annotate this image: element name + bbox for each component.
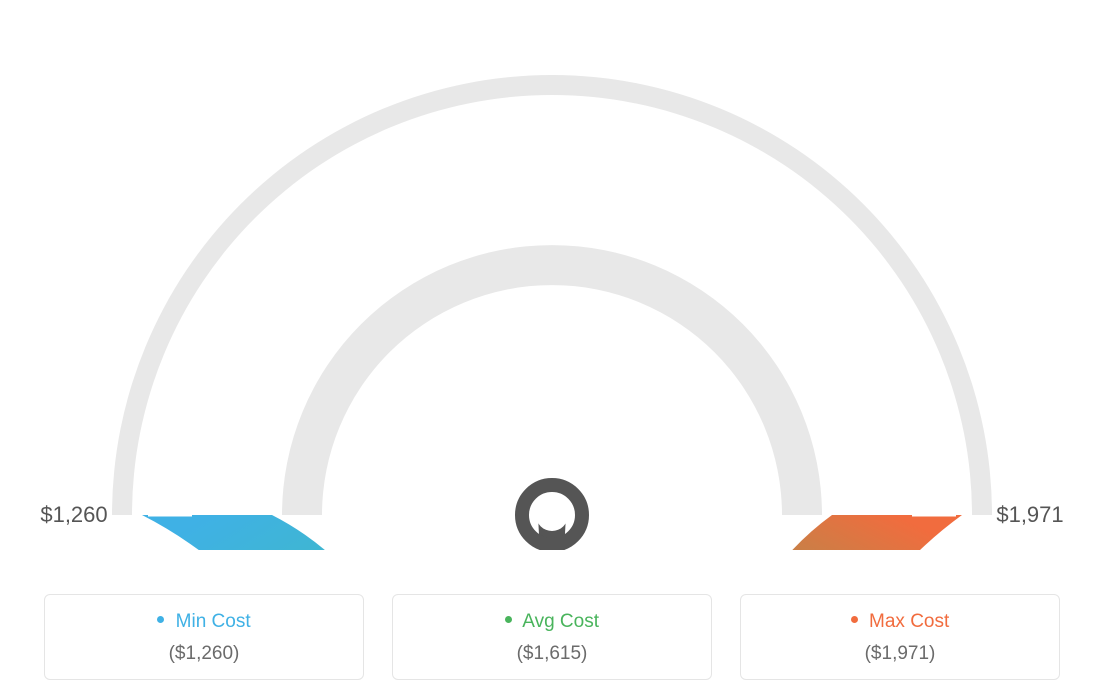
legend-card-avg: Avg Cost ($1,615) bbox=[392, 594, 712, 680]
legend-title-max-text: Max Cost bbox=[869, 611, 949, 632]
legend-title-avg: Avg Cost bbox=[403, 611, 701, 633]
legend-title-avg-text: Avg Cost bbox=[522, 611, 599, 632]
legend-value-avg: ($1,615) bbox=[403, 643, 701, 665]
legend-title-min-text: Min Cost bbox=[176, 611, 251, 632]
legend-value-max: ($1,971) bbox=[751, 643, 1049, 665]
legend-title-max: Max Cost bbox=[751, 611, 1049, 633]
dot-icon bbox=[851, 616, 858, 623]
gauge-chart: $1,260$1,349$1,438$1,615$1,734$1,853$1,9… bbox=[0, 10, 1104, 550]
legend-row: Min Cost ($1,260) Avg Cost ($1,615) Max … bbox=[0, 594, 1104, 680]
svg-text:$1,260: $1,260 bbox=[40, 502, 107, 527]
legend-card-min: Min Cost ($1,260) bbox=[44, 594, 364, 680]
gauge-svg: $1,260$1,349$1,438$1,615$1,734$1,853$1,9… bbox=[0, 10, 1104, 550]
legend-title-min: Min Cost bbox=[55, 611, 353, 633]
legend-value-min: ($1,260) bbox=[55, 643, 353, 665]
dot-icon bbox=[505, 616, 512, 623]
svg-text:$1,971: $1,971 bbox=[996, 502, 1063, 527]
dot-icon bbox=[157, 616, 164, 623]
legend-card-max: Max Cost ($1,971) bbox=[740, 594, 1060, 680]
cost-gauge-widget: $1,260$1,349$1,438$1,615$1,734$1,853$1,9… bbox=[0, 0, 1104, 690]
